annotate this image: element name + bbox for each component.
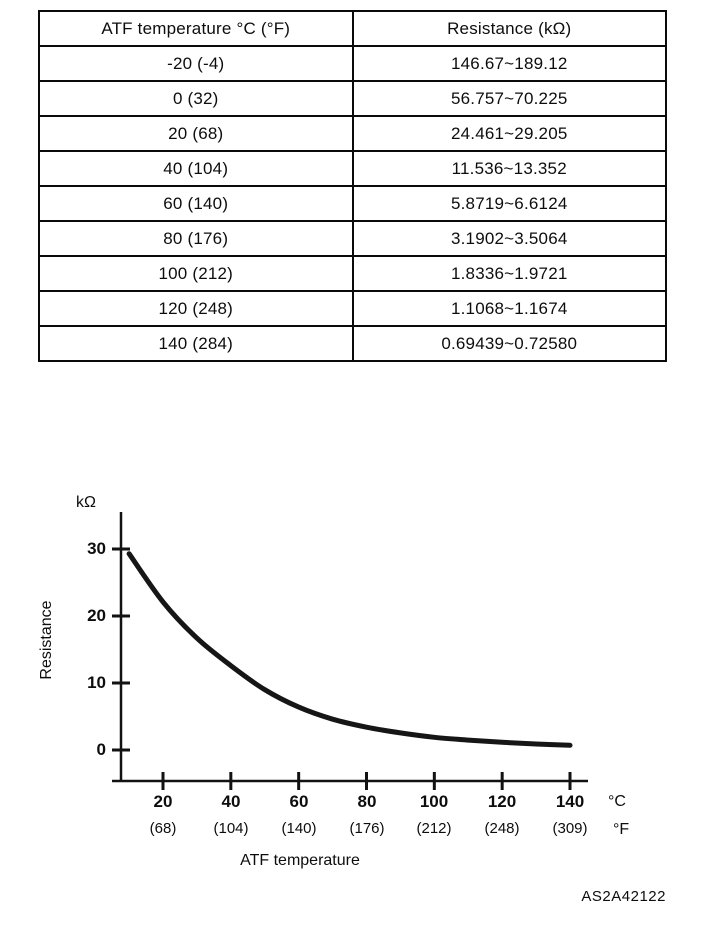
- temperature-cell: 40 (104): [38, 150, 354, 187]
- temperature-cell: 80 (176): [38, 220, 354, 257]
- table-row: 80 (176) 3.1902~3.5064: [38, 220, 667, 257]
- atf-resistance-table: ATF temperature °C (°F) Resistance (kΩ) …: [38, 10, 667, 362]
- x-tick-label-c: 20: [153, 792, 173, 811]
- y-tick-label: 20: [87, 606, 106, 625]
- x-tick-marks: [161, 772, 572, 790]
- table-row: 100 (212) 1.8336~1.9721: [38, 255, 667, 292]
- x-tick-label-c: 140: [555, 792, 585, 811]
- table-row: 0 (32) 56.757~70.225: [38, 80, 667, 117]
- temperature-cell: 0 (32): [38, 80, 354, 117]
- resistance-cell: 5.8719~6.6124: [351, 185, 667, 222]
- x-tick-label-c: 80: [357, 792, 377, 811]
- x-tick-label-f: (176): [349, 820, 385, 837]
- y-tick-label: 0: [96, 740, 106, 759]
- table-row: 20 (68) 24.461~29.205: [38, 115, 667, 152]
- resistance-cell: 24.461~29.205: [351, 115, 667, 152]
- y-tick-marks: [112, 547, 130, 752]
- x-axis-title: ATF temperature: [240, 852, 360, 869]
- temperature-cell: 20 (68): [38, 115, 354, 152]
- table-row: 40 (104) 11.536~13.352: [38, 150, 667, 187]
- x-tick-label-f: (212): [416, 820, 452, 837]
- resistance-cell: 146.67~189.12: [351, 45, 667, 82]
- resistance-cell: 1.1068~1.1674: [351, 290, 667, 327]
- col-header-temperature: ATF temperature °C (°F): [38, 10, 354, 47]
- temperature-cell: 120 (248): [38, 290, 354, 327]
- figure-code: AS2A42122: [581, 888, 666, 905]
- resistance-cell: 3.1902~3.5064: [351, 220, 667, 257]
- temperature-cell: 100 (212): [38, 255, 354, 292]
- temperature-cell: 60 (140): [38, 185, 354, 222]
- table-row: 140 (284) 0.69439~0.72580: [38, 325, 667, 362]
- x-tick-label-f: (248): [484, 820, 520, 837]
- temperature-cell: 140 (284): [38, 325, 354, 362]
- x-tick-label-f: (68): [149, 820, 177, 837]
- y-axis-unit: kΩ: [76, 494, 96, 511]
- resistance-cell: 56.757~70.225: [351, 80, 667, 117]
- x-axis-unit-celsius: °C: [608, 793, 626, 810]
- temperature-cell: -20 (-4): [38, 45, 354, 82]
- table-header-row: ATF temperature °C (°F) Resistance (kΩ): [38, 10, 667, 47]
- col-header-resistance: Resistance (kΩ): [351, 10, 667, 47]
- resistance-cell: 11.536~13.352: [351, 150, 667, 187]
- y-tick-label: 10: [87, 673, 106, 692]
- resistance-cell: 0.69439~0.72580: [351, 325, 667, 362]
- resistance-cell: 1.8336~1.9721: [351, 255, 667, 292]
- x-tick-label-c: 60: [289, 792, 309, 811]
- x-tick-label-c: 100: [419, 792, 449, 811]
- y-axis-title: Resistance: [38, 600, 55, 680]
- y-tick-label: 30: [87, 539, 106, 558]
- table-row: -20 (-4) 146.67~189.12: [38, 45, 667, 82]
- x-tick-label-f: (140): [281, 820, 317, 837]
- x-tick-label-f: (309): [552, 820, 588, 837]
- table-row: 120 (248) 1.1068~1.1674: [38, 290, 667, 327]
- table-row: 60 (140) 5.8719~6.6124: [38, 185, 667, 222]
- resistance-curve: [126, 551, 573, 748]
- x-tick-label-c: 40: [221, 792, 241, 811]
- x-tick-label-c: 120: [487, 792, 517, 811]
- x-tick-label-f: (104): [213, 820, 249, 837]
- x-axis-unit-fahrenheit: °F: [613, 821, 630, 838]
